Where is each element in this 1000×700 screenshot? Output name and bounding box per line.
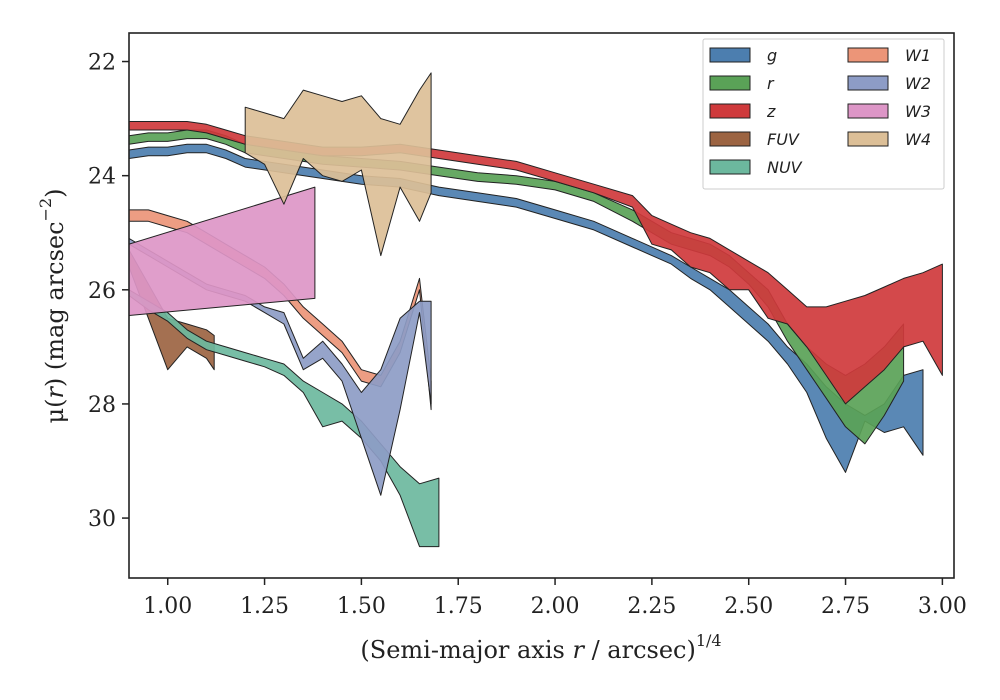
legend-swatch-fuv — [709, 131, 751, 147]
legend-swatch-z — [709, 103, 751, 119]
x-tick-label: 1.00 — [143, 594, 192, 619]
y-tick-label: 30 — [88, 507, 116, 532]
y-tick-label: 28 — [88, 393, 116, 418]
legend-label-r: r — [767, 74, 775, 93]
y-axis-label: μ(r) (mag arcsec−2) — [36, 188, 69, 423]
x-axis-label: (Semi-major axis r / arcsec)1/4 — [360, 631, 721, 664]
legend: grz FUV NUV W1 W2 W3 W4 — [702, 38, 945, 190]
legend-label-nuv: NUV — [767, 158, 803, 177]
y-tick-label: 24 — [88, 165, 116, 190]
legend-label-w1: W1 — [905, 46, 931, 65]
x-tick-label: 3.00 — [918, 594, 967, 619]
legend-swatch-w2 — [847, 75, 889, 91]
x-tick-label: 2.50 — [724, 594, 773, 619]
legend-label-w2: W2 — [905, 74, 931, 93]
band-w4 — [244, 72, 432, 257]
plot-frame — [128, 32, 955, 579]
legend-label-w4: W4 — [905, 130, 931, 149]
x-tick-label: 2.25 — [627, 594, 676, 619]
y-tick-label: 22 — [88, 51, 116, 76]
legend-swatch-r — [709, 75, 751, 91]
x-tick-label: 1.25 — [240, 594, 289, 619]
legend-swatch-w1 — [847, 47, 889, 63]
y-axis-ticks: 22 24 26 28 30 — [88, 51, 129, 532]
legend-swatch-w4 — [847, 131, 889, 147]
legend-swatch-nuv — [709, 159, 751, 175]
x-axis-ticks: 1.00 1.25 1.50 1.75 2.00 2.25 2.50 2.75 3.00 — [143, 578, 967, 619]
x-tick-label: 1.75 — [434, 594, 483, 619]
x-tick-label: 2.75 — [821, 594, 870, 619]
legend-label-g: g — [767, 46, 777, 65]
legend-label-w3: W3 — [905, 102, 931, 121]
legend-swatch-g — [709, 47, 751, 63]
band-nuv — [129, 289, 440, 548]
x-tick-label: 2.00 — [531, 594, 580, 619]
band-w3 — [129, 186, 316, 316]
legend-label-fuv: FUV — [767, 130, 800, 149]
y-tick-label: 26 — [88, 279, 116, 304]
bands — [129, 72, 943, 548]
legend-label-z: z — [766, 102, 776, 121]
x-tick-label: 1.50 — [337, 594, 386, 619]
legend-swatch-w3 — [847, 103, 889, 119]
